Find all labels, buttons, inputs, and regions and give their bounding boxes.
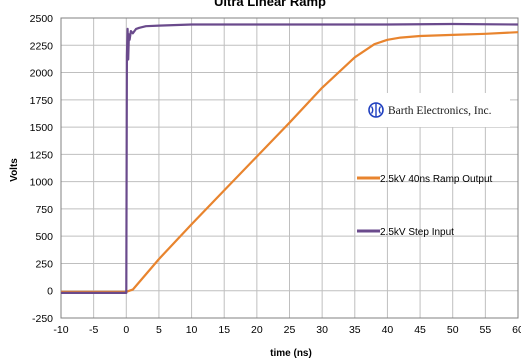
series-line-1 [61, 22, 519, 294]
logo-text: Barth Electronics, Inc. [388, 105, 492, 117]
y-tick-label: 750 [35, 204, 53, 216]
x-tick-label: 0 [123, 324, 129, 336]
x-tick-label: 20 [251, 324, 263, 336]
series-line-0 [61, 31, 519, 293]
series-layer [61, 22, 519, 294]
x-tick-label: 15 [218, 324, 230, 336]
x-tick-label: 50 [447, 324, 459, 336]
x-tick-label: 30 [316, 324, 328, 336]
x-tick-label: -10 [53, 324, 68, 336]
y-axis-label: Volts [9, 158, 20, 182]
y-tick-label: 0 [47, 286, 53, 298]
legend: 2.5kV 40ns Ramp Output 2.5kV Step Input [357, 174, 493, 238]
x-tick-label: 45 [414, 324, 426, 336]
legend-label-step-input: 2.5kV Step Input [380, 227, 454, 238]
y-tick-label: 2500 [30, 13, 54, 25]
y-tick-label: 500 [35, 231, 53, 243]
x-tick-label: 35 [349, 324, 361, 336]
barth-logo-icon [368, 102, 384, 118]
y-tick-label: -250 [32, 313, 53, 325]
x-axis-ticks: -10 -5 0 5 10 15 20 25 30 35 40 45 50 55 60 [53, 324, 521, 336]
legend-label-ramp-output: 2.5kV 40ns Ramp Output [380, 174, 493, 185]
y-tick-label: 1000 [30, 177, 54, 189]
x-axis-label: time (ns) [270, 348, 312, 359]
y-axis-ticks: -250 0 250 500 750 1000 1250 1500 1750 2000 2250 25… [30, 13, 54, 325]
grid [60, 17, 519, 319]
x-tick-label: -5 [89, 324, 98, 336]
company-logo: Barth Electronics, Inc. [358, 93, 510, 127]
x-tick-label: 10 [186, 324, 198, 336]
y-tick-label: 1500 [30, 122, 54, 134]
x-tick-label: 60 [512, 324, 521, 336]
y-tick-label: 2000 [30, 68, 54, 80]
x-tick-label: 55 [480, 324, 492, 336]
y-tick-label: 2250 [30, 40, 54, 52]
x-tick-label: 5 [156, 324, 162, 336]
x-tick-label: 25 [284, 324, 296, 336]
x-tick-label: 40 [382, 324, 394, 336]
y-tick-label: 250 [35, 258, 53, 270]
plot-frame [60, 17, 519, 319]
y-tick-label: 1250 [30, 149, 54, 161]
chart-title: Ultra Linear Ramp [214, 0, 326, 9]
y-tick-label: 1750 [30, 95, 54, 107]
